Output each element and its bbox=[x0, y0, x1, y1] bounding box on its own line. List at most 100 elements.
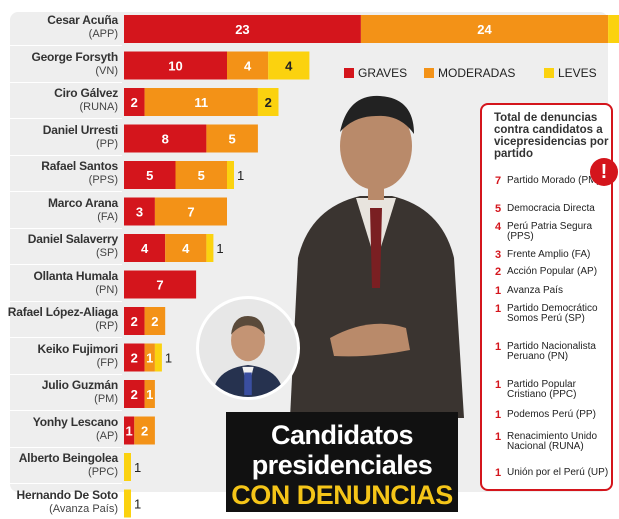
candidate-photo-small bbox=[196, 296, 300, 400]
side-panel-title: Total de denuncias contra candidatos a v… bbox=[494, 112, 609, 160]
legend-label-leves: LEVES bbox=[558, 66, 597, 80]
bar-value-label: 4 bbox=[285, 59, 293, 74]
bar-segment-moderadas bbox=[144, 307, 166, 335]
bar-value-label: 1 bbox=[165, 351, 172, 366]
bar-value-label: 2 bbox=[131, 314, 138, 329]
candidate-name: Julio Guzmán bbox=[41, 378, 118, 392]
party-label: Partido Nacionalista Peruano (PN) bbox=[507, 341, 596, 362]
candidate-party: (RP) bbox=[95, 320, 118, 332]
bar-segment-moderadas bbox=[227, 51, 269, 80]
headline-line-3: CON DENUNCIAS bbox=[231, 480, 453, 510]
bar-value-label: 2 bbox=[131, 95, 138, 110]
party-count: 5 bbox=[495, 203, 502, 215]
party-label: Democracia Directa bbox=[507, 203, 595, 214]
candidate-name: Ollanta Humala bbox=[33, 268, 118, 283]
candidate-name: Cesar Acuña bbox=[47, 13, 118, 27]
legend-label-graves: GRAVES bbox=[358, 66, 408, 80]
legend-label-moderadas: MODERADAS bbox=[438, 66, 516, 80]
bar-segment-leves bbox=[124, 453, 131, 481]
party-label: Partido Popular Cristiano (PPC) bbox=[507, 379, 577, 400]
candidate-row-label: Hernando De Soto (Avanza País) bbox=[10, 487, 122, 519]
party-count: 1 bbox=[495, 379, 502, 391]
party-label: Partido Morado (PM) bbox=[507, 175, 600, 186]
party-count: 1 bbox=[495, 285, 502, 297]
party-label: Avanza País bbox=[507, 285, 563, 296]
candidate-name: Daniel Urresti bbox=[42, 122, 118, 137]
candidate-name: Hernando De Soto bbox=[16, 487, 119, 502]
bar-segment-moderadas bbox=[360, 15, 609, 43]
candidate-row-label: Cesar Acuña (APP) bbox=[10, 12, 122, 46]
bar-segment-moderadas bbox=[165, 234, 207, 262]
bar-value-label: 2 bbox=[131, 387, 138, 402]
candidate-name: Keiko Fujimori bbox=[37, 341, 118, 356]
candidate-row-label: Keiko Fujimori (FP) bbox=[10, 341, 122, 375]
bar-value-label: 1 bbox=[237, 168, 244, 183]
bar-segment-leves bbox=[608, 15, 619, 43]
bar-value-label: 1 bbox=[216, 241, 223, 256]
party-count: 1 bbox=[495, 467, 502, 479]
candidate-party: (PN) bbox=[95, 283, 118, 296]
bar-value-label: 1 bbox=[126, 424, 133, 439]
candidate-party: (VN) bbox=[95, 64, 118, 77]
legend-item-graves: GRAVES bbox=[344, 66, 407, 80]
candidate-row-label: Alberto Beingolea (PPC) bbox=[10, 450, 122, 484]
bar-segment-graves bbox=[124, 15, 361, 43]
bar-segment-leves bbox=[268, 51, 310, 80]
candidate-name: Daniel Salaverry bbox=[27, 232, 118, 246]
bar-segment-graves bbox=[124, 343, 145, 372]
bar-value-label: 4 bbox=[244, 59, 252, 74]
bar-value-label: 2 bbox=[141, 424, 148, 439]
bar-value-label: 5 bbox=[146, 168, 153, 183]
bar-value-label: 1 bbox=[146, 387, 153, 402]
candidate-row-label: Daniel Salaverry (SP) bbox=[10, 231, 122, 265]
candidate-party: (FP) bbox=[96, 356, 118, 369]
candidate-party: (AP) bbox=[96, 429, 118, 442]
candidate-row-label: Rafael Santos (PPS) bbox=[10, 158, 122, 192]
candidate-party: (SP) bbox=[96, 247, 118, 259]
bar-value-label: 8 bbox=[162, 132, 169, 147]
bar-segment-moderadas bbox=[154, 197, 227, 226]
bar-value-label: 7 bbox=[187, 205, 194, 220]
candidate-name: Alberto Beingolea bbox=[18, 451, 118, 465]
party-label: Frente Amplio (FA) bbox=[507, 249, 591, 260]
bar-value-label: 24 bbox=[477, 22, 492, 37]
party-count: 1 bbox=[495, 431, 502, 443]
party-label: Acción Popular (AP) bbox=[507, 266, 598, 277]
party-label: Partido Democrático Somos Perú (SP) bbox=[507, 303, 598, 324]
bar-segment-graves bbox=[124, 380, 145, 408]
party-count: 1 bbox=[495, 303, 502, 315]
headline-line-1: Candidatos bbox=[270, 420, 414, 450]
bar-segment-leves bbox=[154, 343, 162, 372]
bar-value-label: 7 bbox=[156, 278, 163, 293]
bar-value-label: 5 bbox=[229, 132, 236, 147]
bar-segment-moderadas bbox=[206, 124, 258, 153]
party-count: 4 bbox=[495, 221, 502, 233]
bar-value-label: 3 bbox=[136, 205, 143, 220]
party-count: 1 bbox=[495, 409, 502, 421]
bar-value-label: 23 bbox=[235, 22, 249, 37]
bar-value-label: 2 bbox=[131, 351, 138, 366]
bar-segment-leves bbox=[124, 489, 131, 518]
candidate-row-label: Rafael López-Aliaga (RP) bbox=[8, 304, 122, 338]
bar-segment-leves bbox=[206, 234, 214, 262]
party-count: 7 bbox=[495, 175, 502, 187]
candidate-row-label: Daniel Urresti (PP) bbox=[10, 122, 122, 156]
bar-segment-graves bbox=[124, 234, 166, 262]
candidate-party: (PPS) bbox=[88, 174, 118, 186]
candidate-name: Rafael Santos bbox=[41, 159, 118, 173]
candidate-name: Marco Arana bbox=[47, 195, 118, 210]
bar-segment-graves bbox=[124, 161, 176, 189]
bar-value-label: 4 bbox=[182, 241, 190, 256]
bar-value-label: 4 bbox=[141, 241, 149, 256]
bar-value-label: 1 bbox=[146, 351, 153, 366]
party-label: Unión por el Perú (UP) bbox=[507, 467, 609, 478]
party-count: 2 bbox=[495, 266, 502, 278]
candidate-row-label: Ollanta Humala (PN) bbox=[10, 268, 122, 302]
legend: GRAVES MODERADAS LEVES bbox=[344, 66, 604, 84]
bar-segment-graves bbox=[124, 197, 155, 226]
candidate-row-label: Ciro Gálvez (RUNA) bbox=[10, 85, 122, 119]
headline-line-2: presidenciales bbox=[251, 450, 433, 480]
candidate-photo bbox=[290, 95, 464, 418]
bar-segment-moderadas bbox=[175, 161, 227, 189]
